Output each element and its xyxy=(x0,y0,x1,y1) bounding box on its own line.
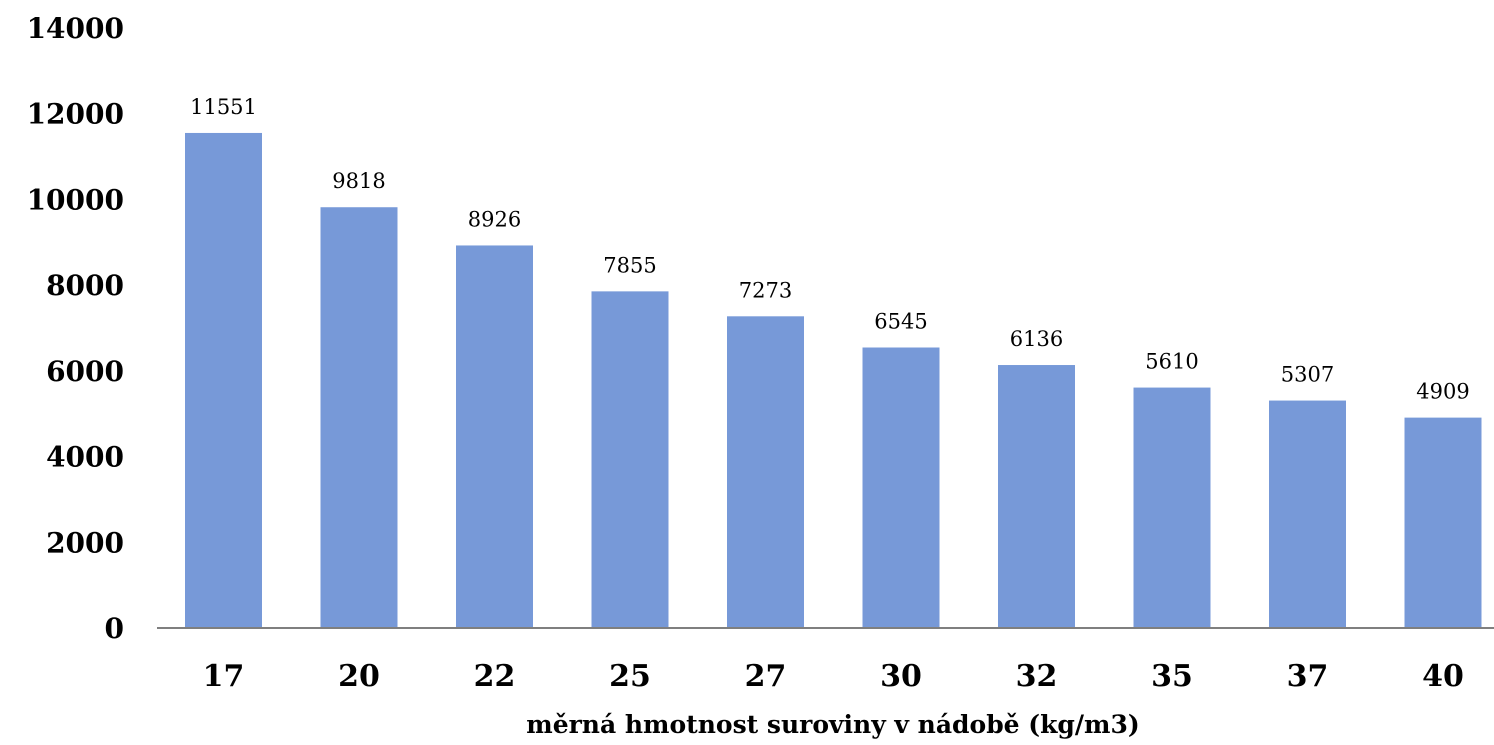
x-tick-label: 37 xyxy=(1287,659,1329,694)
x-tick-label: 17 xyxy=(203,659,245,694)
bar-value-label: 8926 xyxy=(468,207,521,231)
bar-value-label: 6136 xyxy=(1010,327,1063,351)
bar-value-label: 7855 xyxy=(603,253,656,277)
bar-value-label: 11551 xyxy=(190,95,257,119)
bar xyxy=(862,347,940,628)
bar-value-label: 6545 xyxy=(874,310,927,334)
y-axis-ticks: 0 2000 4000 6000 8000 10000 12000 14000 xyxy=(27,12,124,645)
y-tick-label: 12000 xyxy=(27,98,124,131)
y-tick-label: 8000 xyxy=(46,269,124,302)
x-tick-label: 40 xyxy=(1422,659,1464,694)
bar-value-label: 9818 xyxy=(332,169,385,193)
x-tick-label: 35 xyxy=(1151,659,1193,694)
bar xyxy=(320,207,398,628)
bar-value-label: 5307 xyxy=(1281,363,1334,387)
x-tick-label: 20 xyxy=(338,659,380,694)
bar xyxy=(727,316,804,628)
data-labels: 11551 9818 8926 7855 7273 6545 6136 5610 5307 490… xyxy=(190,95,1470,404)
bar xyxy=(1404,417,1482,628)
x-tick-label: 32 xyxy=(1016,659,1058,694)
bar xyxy=(1269,400,1346,628)
bar xyxy=(185,132,262,628)
y-tick-label: 6000 xyxy=(46,355,124,388)
y-tick-label: 2000 xyxy=(46,526,124,559)
bar xyxy=(456,245,533,628)
x-axis-label: měrná hmotnost suroviny v nádobě (kg/m3) xyxy=(526,710,1139,739)
x-tick-label: 22 xyxy=(474,659,516,694)
x-tick-label: 27 xyxy=(745,659,787,694)
x-tick-label: 25 xyxy=(609,659,651,694)
y-tick-label: 4000 xyxy=(46,441,124,474)
y-tick-label: 10000 xyxy=(27,183,124,216)
bar-value-label: 4909 xyxy=(1416,380,1469,404)
y-tick-label: 14000 xyxy=(27,12,124,45)
bar xyxy=(591,291,669,628)
bar xyxy=(998,365,1075,628)
x-tick-label: 30 xyxy=(880,659,922,694)
x-axis-ticks: 17 20 22 25 27 30 32 35 37 40 xyxy=(203,659,1464,694)
bar-value-label: 7273 xyxy=(739,278,792,302)
y-tick-label: 0 xyxy=(105,612,124,645)
bars xyxy=(185,132,1482,628)
bar-value-label: 5610 xyxy=(1145,350,1198,374)
bar xyxy=(1133,387,1211,628)
